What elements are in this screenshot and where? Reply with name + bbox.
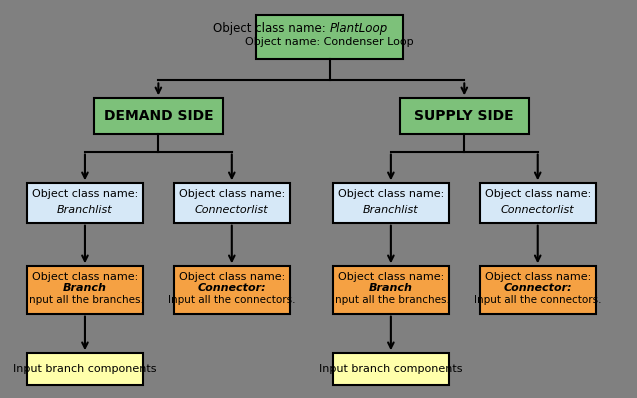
- Text: Object class name:: Object class name:: [213, 22, 330, 35]
- Text: DEMAND SIDE: DEMAND SIDE: [104, 109, 213, 123]
- FancyBboxPatch shape: [174, 266, 290, 314]
- Text: Object class name:: Object class name:: [178, 189, 285, 199]
- Text: SUPPLY SIDE: SUPPLY SIDE: [415, 109, 514, 123]
- Text: Branchlist: Branchlist: [363, 205, 419, 215]
- Text: Input all the branches.: Input all the branches.: [332, 295, 450, 305]
- Text: Object class name:: Object class name:: [485, 189, 591, 199]
- Text: Input all the connectors.: Input all the connectors.: [474, 295, 601, 305]
- Text: PlantLoop: PlantLoop: [330, 22, 388, 35]
- FancyBboxPatch shape: [333, 183, 449, 223]
- Text: Connector:: Connector:: [503, 283, 572, 293]
- FancyBboxPatch shape: [27, 183, 143, 223]
- Text: Object class name:: Object class name:: [338, 272, 444, 282]
- Text: Connector:: Connector:: [197, 283, 266, 293]
- FancyBboxPatch shape: [333, 353, 449, 385]
- Text: Branchlist: Branchlist: [57, 205, 113, 215]
- Text: Object class name:: Object class name:: [485, 272, 591, 282]
- Text: Branch: Branch: [63, 283, 107, 293]
- Text: Input all the branches.: Input all the branches.: [26, 295, 144, 305]
- FancyBboxPatch shape: [27, 353, 143, 385]
- FancyBboxPatch shape: [256, 15, 403, 59]
- FancyBboxPatch shape: [94, 98, 222, 134]
- Text: Connectorlist: Connectorlist: [501, 205, 575, 215]
- FancyBboxPatch shape: [333, 266, 449, 314]
- Text: Input all the connectors.: Input all the connectors.: [168, 295, 296, 305]
- FancyBboxPatch shape: [480, 183, 596, 223]
- Text: Connectorlist: Connectorlist: [195, 205, 269, 215]
- FancyBboxPatch shape: [480, 266, 596, 314]
- FancyBboxPatch shape: [174, 183, 290, 223]
- Text: Object class name:: Object class name:: [338, 189, 444, 199]
- Text: Branch: Branch: [369, 283, 413, 293]
- Text: Object class name:: Object class name:: [32, 272, 138, 282]
- Text: Object name: Condenser Loop: Object name: Condenser Loop: [245, 37, 414, 47]
- Text: Input branch components: Input branch components: [319, 364, 462, 374]
- Text: Object class name:: Object class name:: [32, 189, 138, 199]
- FancyBboxPatch shape: [400, 98, 529, 134]
- Text: Input branch components: Input branch components: [13, 364, 157, 374]
- Text: Object class name:: Object class name:: [178, 272, 285, 282]
- FancyBboxPatch shape: [27, 266, 143, 314]
